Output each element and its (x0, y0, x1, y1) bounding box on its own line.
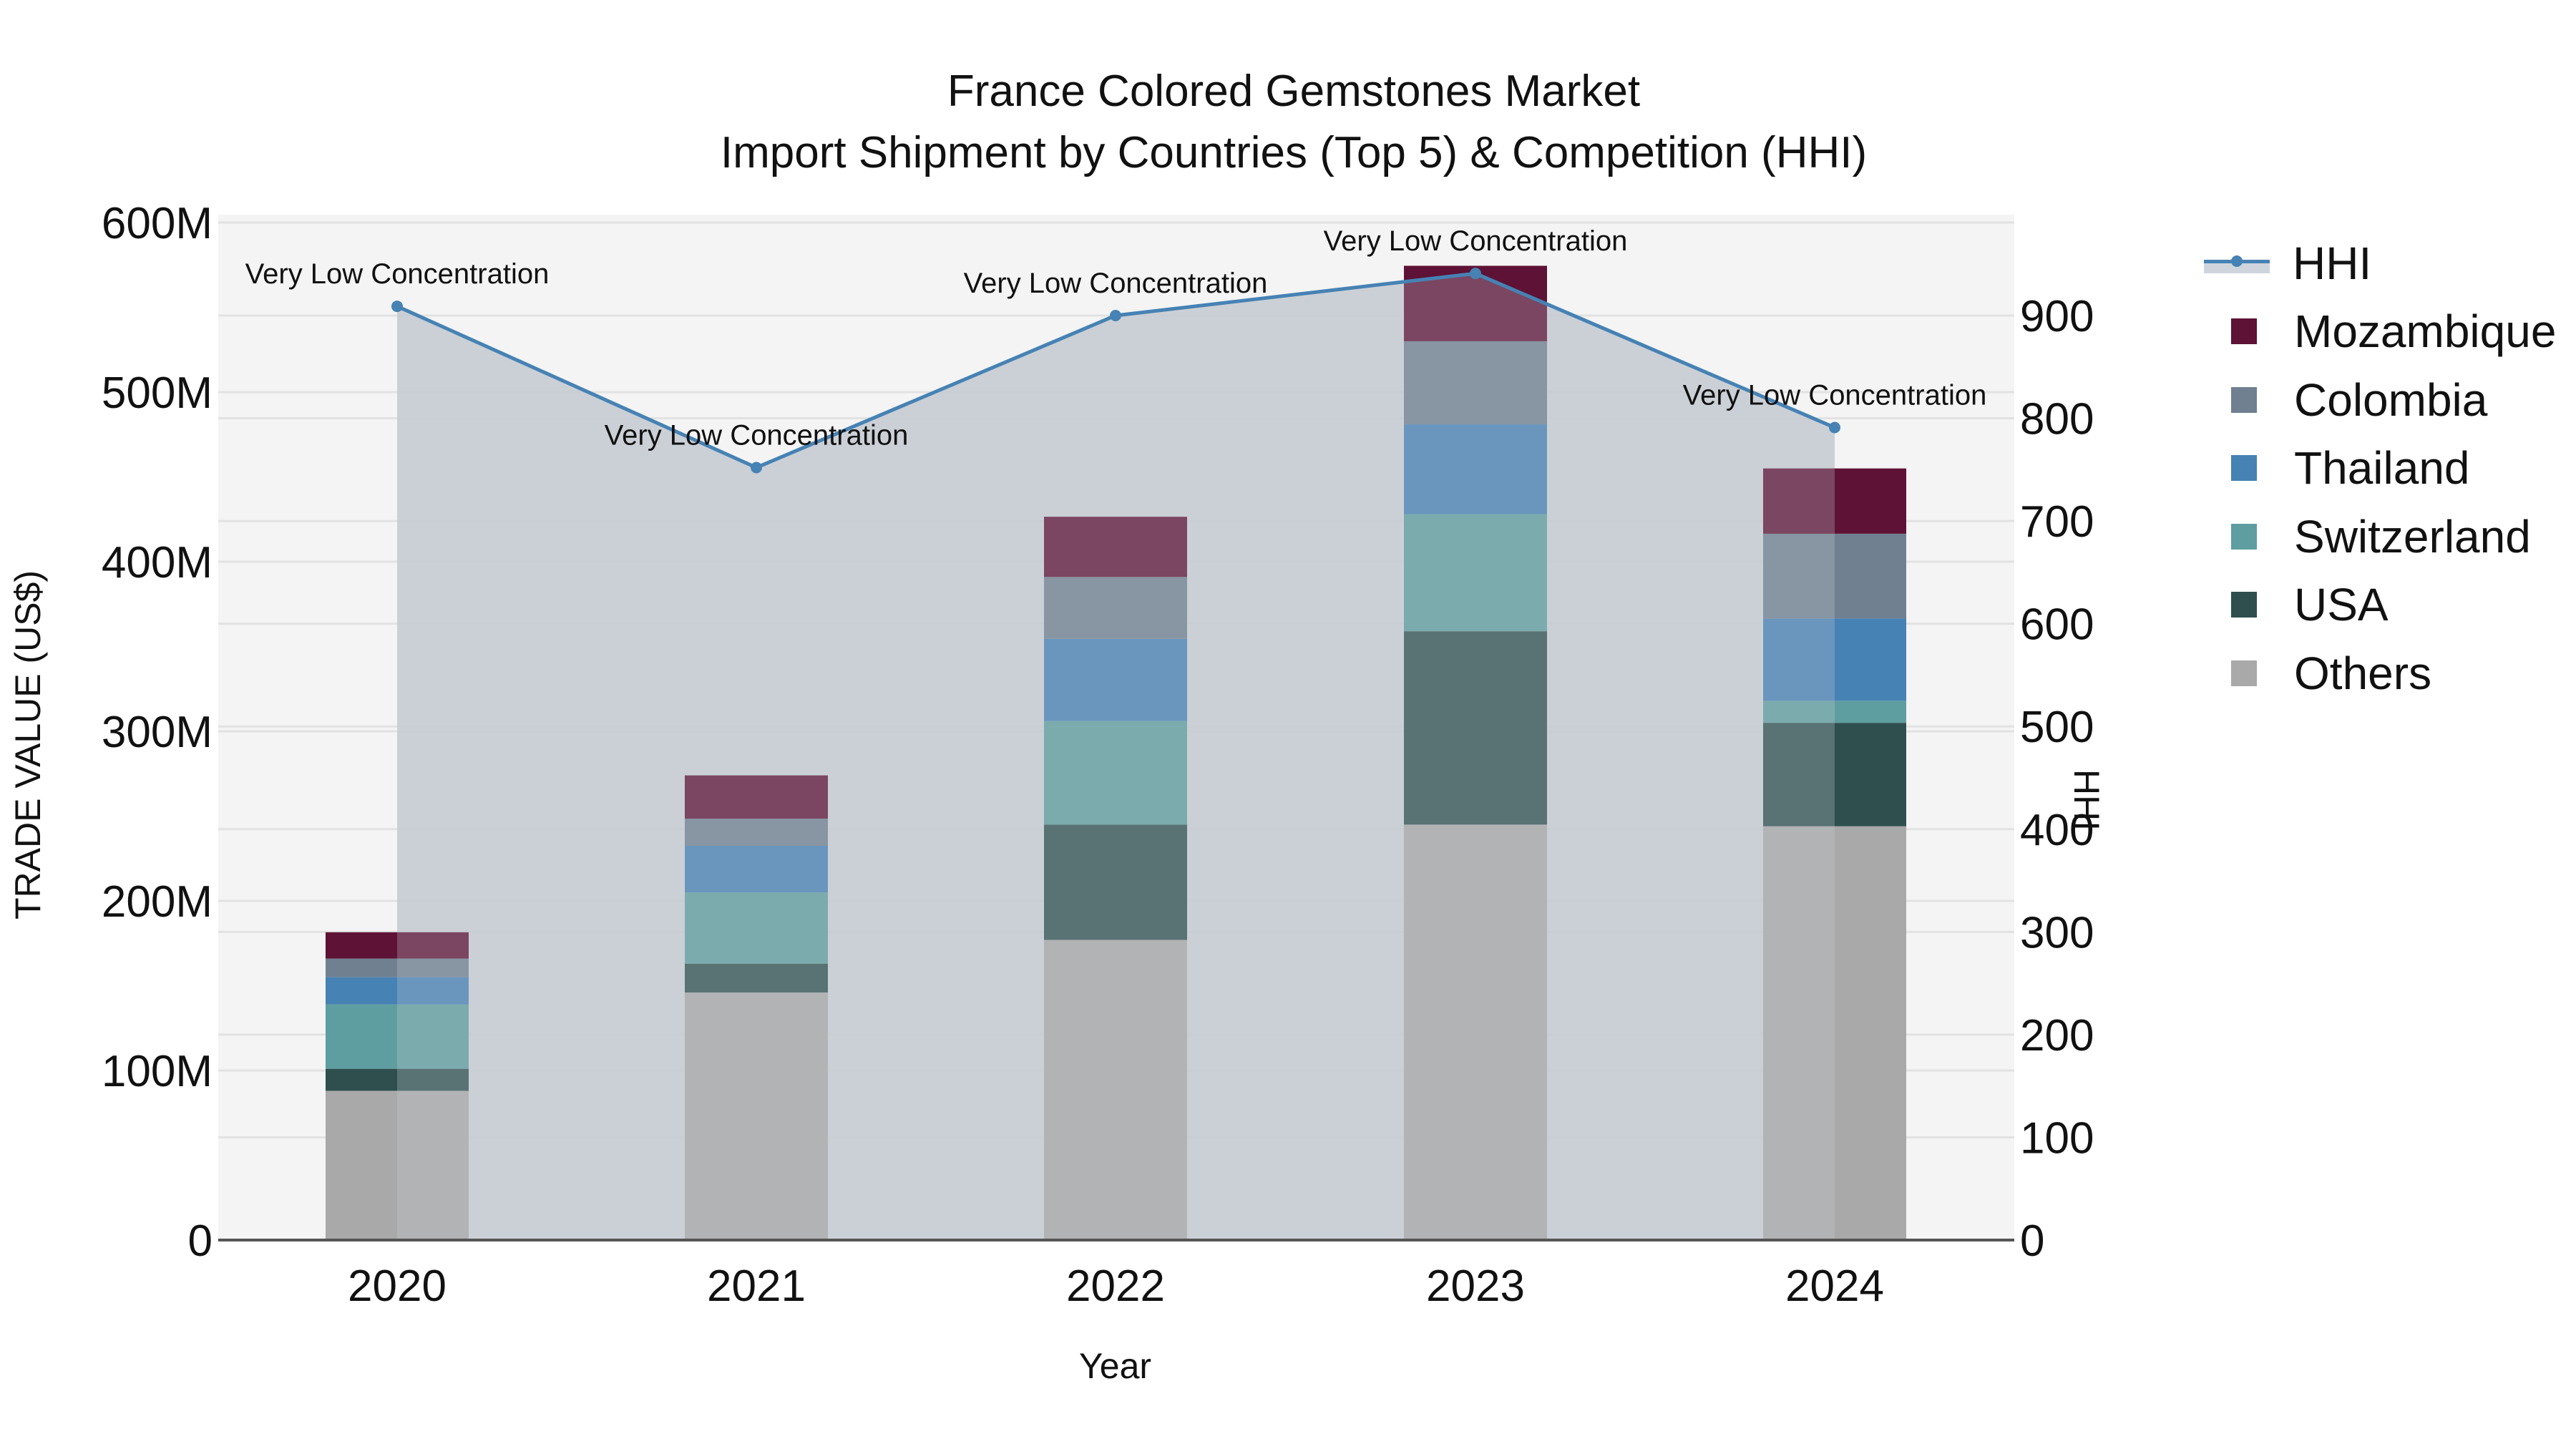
square-swatch-icon (2231, 523, 2257, 550)
hhi-annotation: Very Low Concentration (245, 258, 550, 290)
bar-segment-thailand[interactable] (1404, 424, 1547, 514)
bar-segment-switzerland[interactable] (1404, 514, 1547, 632)
legend-item-others[interactable]: Others (2204, 639, 2556, 708)
bar-segment-colombia[interactable] (1404, 341, 1547, 425)
square-swatch-icon (2231, 455, 2257, 482)
y2-tick-label: 0 (2020, 1216, 2044, 1266)
legend: HHI Mozambique Colombia Thailand Switzer… (2204, 229, 2556, 708)
hhi-annotation: Very Low Concentration (605, 419, 909, 451)
legend-item-hhi[interactable]: HHI (2204, 229, 2556, 298)
square-swatch-icon (2231, 386, 2257, 413)
bar-segment-switzerland[interactable] (326, 1004, 469, 1069)
y-tick-label: 400M (102, 538, 213, 587)
hhi-annotation: Very Low Concentration (964, 268, 1268, 299)
square-swatch-icon (2231, 592, 2257, 618)
bar-segment-switzerland[interactable] (1044, 721, 1187, 825)
bar-segment-thailand[interactable] (326, 977, 469, 1005)
bar-segment-colombia[interactable] (326, 958, 469, 977)
y2-tick-label: 700 (2020, 497, 2094, 547)
y2-tick-label: 400 (2020, 806, 2094, 855)
line-marker-icon (2204, 251, 2270, 275)
hhi-marker[interactable] (1470, 268, 1481, 280)
y2-tick-label: 200 (2020, 1011, 2094, 1060)
bar-segment-usa[interactable] (1044, 824, 1187, 940)
chart-title: France Colored Gemstones Market (947, 67, 1641, 116)
y2-axis-title: HHI (2067, 769, 2107, 831)
bar-segment-usa[interactable] (1404, 631, 1547, 825)
x-axis-title: Year (1079, 1346, 1152, 1386)
legend-label: HHI (2293, 237, 2372, 289)
y2-tick-label: 600 (2020, 600, 2094, 650)
bar-segment-thailand[interactable] (685, 845, 828, 893)
y2-tick-label: 800 (2020, 395, 2094, 444)
legend-label: Mozambique (2294, 306, 2557, 358)
bar-segment-others[interactable] (1763, 826, 1906, 1240)
bar-segment-colombia[interactable] (1044, 577, 1187, 639)
hhi-area-overlay (397, 273, 1835, 1240)
y-axis-title: TRADE VALUE (US$) (8, 570, 48, 919)
legend-label: Thailand (2294, 442, 2470, 494)
legend-item-colombia[interactable]: Colombia (2204, 366, 2556, 434)
bar-segment-mozambique[interactable] (1763, 468, 1906, 534)
bar-segment-switzerland[interactable] (685, 892, 828, 964)
y2-tick-label: 100 (2020, 1113, 2094, 1163)
y2-tick-label: 300 (2020, 908, 2094, 957)
y-tick-label: 200M (102, 877, 213, 927)
bar-segment-colombia[interactable] (685, 819, 828, 846)
bar-segment-colombia[interactable] (1763, 533, 1906, 619)
hhi-annotation: Very Low Concentration (1683, 379, 1987, 411)
legend-label: Others (2294, 647, 2432, 699)
legend-label: Colombia (2294, 374, 2488, 426)
y-tick-label: 500M (102, 369, 213, 418)
hhi-marker[interactable] (751, 462, 762, 474)
x-tick-label: 2022 (1066, 1262, 1165, 1311)
bar-segment-mozambique[interactable] (326, 932, 469, 959)
bar-segment-usa[interactable] (685, 963, 828, 992)
legend-label: Switzerland (2294, 510, 2531, 562)
square-swatch-icon (2231, 660, 2257, 686)
bar-segment-usa[interactable] (326, 1068, 469, 1091)
y-tick-label: 100M (102, 1047, 213, 1096)
legend-item-usa[interactable]: USA (2204, 571, 2556, 640)
bar-segment-others[interactable] (1044, 940, 1187, 1240)
bar-segment-others[interactable] (685, 992, 828, 1240)
y2-tick-label: 500 (2020, 703, 2094, 752)
y-tick-label: 600M (102, 199, 213, 248)
x-tick-label: 2024 (1785, 1262, 1884, 1311)
hhi-marker[interactable] (1829, 421, 1840, 434)
x-tick-label: 2020 (348, 1262, 447, 1311)
x-tick-label: 2023 (1426, 1262, 1525, 1311)
legend-item-mozambique[interactable]: Mozambique (2204, 298, 2556, 366)
y-tick-label: 0 (188, 1216, 213, 1266)
legend-item-switzerland[interactable]: Switzerland (2204, 502, 2556, 571)
bar-segment-usa[interactable] (1763, 723, 1906, 826)
hhi-marker[interactable] (1110, 310, 1121, 321)
bar-segment-others[interactable] (326, 1091, 469, 1240)
legend-label: USA (2294, 579, 2389, 631)
bar-segment-mozambique[interactable] (685, 775, 828, 819)
bar-segment-thailand[interactable] (1044, 638, 1187, 721)
legend-item-thailand[interactable]: Thailand (2204, 434, 2556, 503)
square-swatch-icon (2231, 318, 2257, 345)
y2-tick-label: 900 (2020, 292, 2094, 341)
bar-segment-thailand[interactable] (1763, 618, 1906, 701)
bar-segment-switzerland[interactable] (1763, 701, 1906, 723)
bar-segment-mozambique[interactable] (1044, 517, 1187, 577)
hhi-annotation: Very Low Concentration (1324, 225, 1628, 257)
hhi-marker[interactable] (391, 301, 403, 313)
y-tick-label: 300M (102, 708, 213, 757)
x-tick-label: 2021 (707, 1262, 806, 1311)
chart-subtitle: Import Shipment by Countries (Top 5) & C… (720, 128, 1868, 177)
bar-segment-others[interactable] (1404, 824, 1547, 1240)
